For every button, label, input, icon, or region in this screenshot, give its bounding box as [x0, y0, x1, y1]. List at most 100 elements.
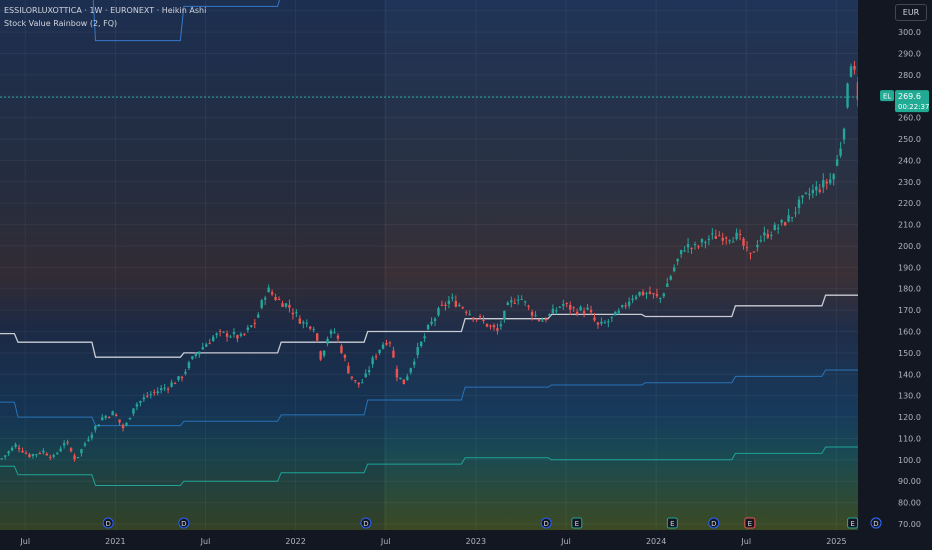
candle-body — [822, 180, 825, 188]
candle-body — [586, 307, 589, 310]
candle-body — [589, 309, 593, 313]
candle-body — [340, 345, 343, 353]
candle-body — [523, 301, 527, 303]
candle-body — [281, 303, 284, 307]
price-tick-label: 160.0 — [898, 328, 921, 337]
candle-body — [222, 331, 225, 333]
candle-body — [773, 224, 776, 231]
dividend-marker[interactable]: D — [870, 517, 882, 529]
candle-body — [780, 219, 783, 223]
dividend-marker[interactable]: D — [102, 517, 114, 529]
candle-body — [783, 222, 787, 226]
earnings-marker-box — [666, 517, 678, 529]
time-axis[interactable]: Jul 2021 Jul 2022 Jul 2023 Jul 2024 Jul 2025 — [0, 530, 932, 550]
candle-body — [7, 451, 10, 454]
candle-body — [205, 344, 208, 347]
candle-body — [690, 247, 693, 249]
candle-body — [714, 236, 718, 239]
candle-body — [600, 321, 603, 324]
earnings-marker[interactable]: E — [571, 517, 583, 529]
currency-selector[interactable]: EUR — [895, 4, 927, 21]
candle-body — [721, 237, 724, 241]
candle-body — [447, 300, 451, 305]
candle-body — [745, 247, 749, 249]
candle-body — [350, 376, 354, 379]
candle-body — [3, 455, 7, 457]
candle-body — [191, 356, 194, 360]
event-marker-circle — [102, 517, 114, 529]
candle-body — [274, 297, 277, 300]
candle-body — [225, 333, 229, 337]
candle-body — [187, 362, 191, 369]
candle-body — [683, 250, 686, 252]
time-tick-label: 2021 — [105, 537, 125, 546]
candle-body — [638, 291, 641, 296]
price-tick-label: 80.00 — [898, 499, 921, 508]
candle-body — [236, 335, 239, 339]
candle-body — [392, 350, 395, 358]
candle-body — [614, 311, 617, 316]
candle-body — [288, 304, 291, 308]
candle-body — [527, 305, 530, 307]
candle-body — [62, 443, 66, 446]
candle-body — [669, 276, 672, 280]
dividend-marker[interactable]: D — [178, 517, 190, 529]
event-marker-circle — [360, 517, 372, 529]
earnings-marker[interactable]: E — [744, 517, 756, 529]
candle-body — [250, 325, 253, 327]
candle-body — [232, 332, 236, 334]
time-tick-label: 2025 — [826, 537, 846, 546]
candle-body — [284, 303, 288, 307]
candle-body — [35, 454, 38, 456]
earnings-marker[interactable]: E — [666, 517, 678, 529]
indicator-title[interactable]: Stock Value Rainbow (2, FQ) — [4, 19, 118, 28]
candle-body — [693, 243, 697, 245]
candle-body — [596, 322, 600, 325]
price-tick-label: 70.00 — [898, 520, 921, 529]
candle-body — [624, 305, 627, 307]
rainbow-band-line — [0, 369, 858, 427]
candle-body — [496, 328, 499, 331]
plot-background — [0, 0, 858, 530]
candle-body — [555, 310, 558, 312]
candle-body — [766, 234, 770, 238]
candle-body — [329, 330, 333, 335]
time-tick-label: Jul — [560, 537, 571, 546]
candle-body — [31, 454, 35, 457]
candle-body — [135, 404, 139, 407]
candle-body — [38, 453, 42, 455]
candle-body — [735, 232, 738, 240]
dividend-marker[interactable]: D — [708, 517, 720, 529]
price-axis[interactable]: 310.0300.0290.0280.0270.0260.0250.0240.0… — [858, 0, 932, 530]
dividend-marker[interactable]: D — [540, 517, 552, 529]
value-line-path — [0, 294, 858, 358]
symbol-title[interactable]: ESSILORLUXOTTICA · 1W · EURONEXT · Heiki… — [4, 6, 207, 15]
candle-body — [298, 318, 302, 324]
candle-body — [149, 394, 152, 396]
candle-body — [738, 234, 742, 236]
candle-body — [607, 321, 610, 323]
earnings-marker[interactable]: E — [847, 517, 859, 529]
candle-body — [315, 333, 319, 341]
candle-body — [679, 250, 683, 255]
candle-body — [243, 333, 246, 335]
candle-body — [451, 297, 454, 299]
candle-body — [492, 325, 496, 328]
candle-body — [777, 227, 780, 229]
candle-body — [444, 304, 447, 306]
candle-body — [804, 192, 808, 194]
time-tick-label: 2022 — [285, 537, 305, 546]
time-tick-label: Jul — [19, 537, 30, 546]
candle-body — [645, 293, 648, 295]
candle-body — [648, 291, 652, 294]
last-price-label: EL 269.6 00:22:37 — [880, 90, 929, 113]
price-tick-label: 230.0 — [898, 178, 921, 187]
dividend-marker[interactable]: D — [360, 517, 372, 529]
candle-body — [90, 434, 94, 438]
candle-body — [118, 419, 121, 423]
candle-body — [725, 237, 728, 239]
candle-body — [101, 417, 104, 421]
